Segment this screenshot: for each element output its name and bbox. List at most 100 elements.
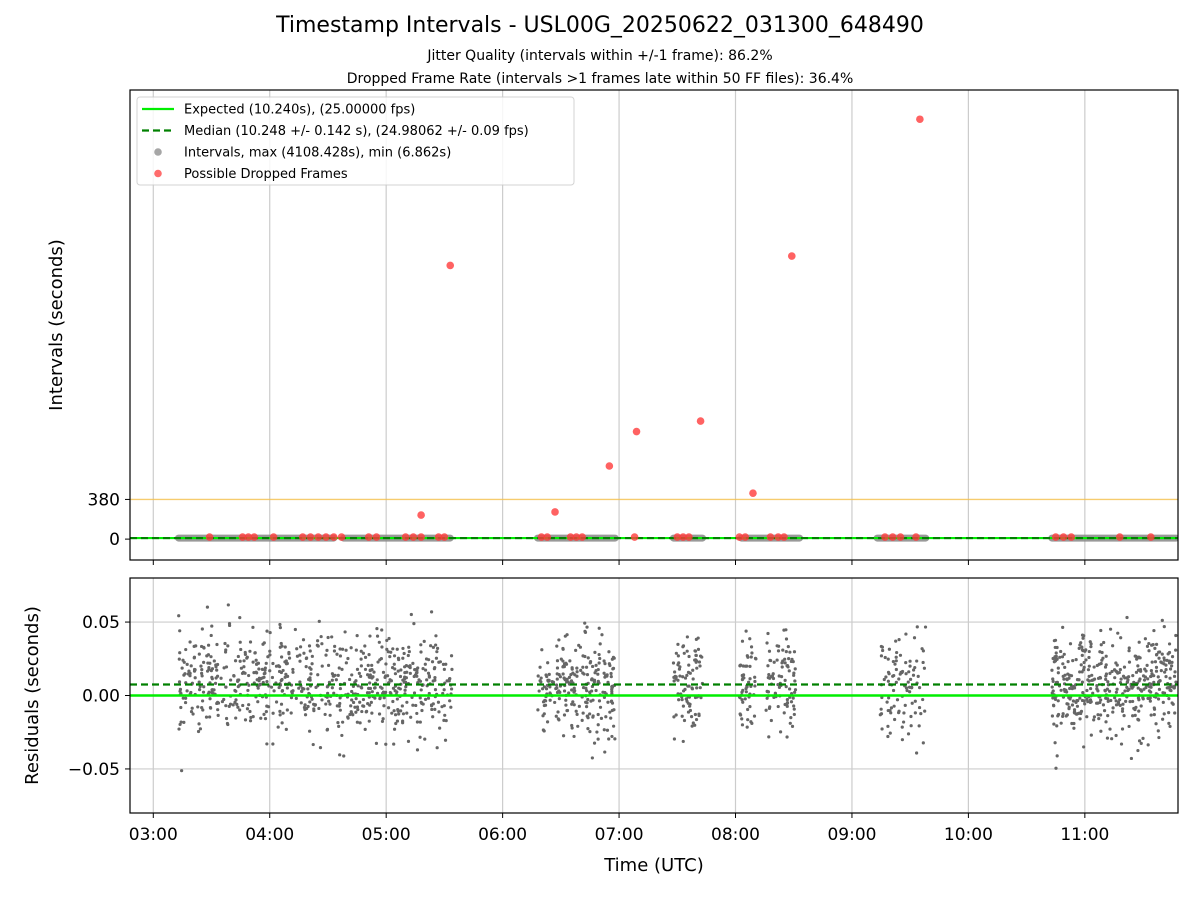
residual-point: [389, 679, 394, 683]
residual-point: [789, 700, 794, 704]
dropped-frame-point: [888, 533, 897, 541]
residual-point: [597, 652, 601, 657]
residual-point: [395, 647, 399, 651]
bottom-data-layer: [130, 603, 1178, 773]
residual-point: [740, 673, 744, 678]
residual-point: [358, 700, 362, 704]
residual-point: [610, 689, 614, 694]
residual-point: [349, 646, 353, 650]
residual-point: [402, 651, 406, 656]
residual-point: [435, 650, 439, 654]
residual-point: [435, 746, 439, 750]
residual-point: [423, 662, 427, 666]
residual-point: [611, 666, 616, 670]
residual-point: [263, 717, 268, 721]
residual-point: [681, 704, 686, 708]
dropped-frame-point: [329, 533, 338, 541]
residual-point: [1102, 709, 1107, 713]
residual-point: [886, 734, 890, 739]
residual-point: [1098, 675, 1102, 680]
residual-point: [673, 670, 677, 674]
residual-point: [188, 640, 192, 644]
residual-point: [603, 750, 607, 754]
residual-point: [575, 712, 579, 716]
residual-point: [784, 637, 789, 641]
residual-point: [1133, 654, 1137, 658]
residual-point: [278, 713, 282, 717]
residual-point: [1096, 689, 1100, 693]
residual-point: [895, 650, 899, 655]
residual-point: [593, 650, 597, 655]
residual-point: [420, 701, 424, 705]
residual-point: [771, 676, 776, 681]
dropped-frame-point: [787, 252, 796, 260]
residual-point: [190, 706, 194, 710]
residual-point: [887, 647, 891, 651]
residual-point: [177, 614, 181, 618]
residual-point: [238, 640, 242, 644]
residual-point: [906, 680, 910, 684]
residual-point: [748, 677, 752, 681]
residual-point: [1118, 698, 1122, 702]
residual-point: [399, 709, 403, 713]
residual-point: [1101, 703, 1106, 707]
x-tick-label: 04:00: [245, 825, 294, 845]
residual-point: [1099, 729, 1103, 733]
residual-point: [607, 650, 611, 654]
residual-point: [913, 665, 917, 670]
residual-point: [1056, 699, 1060, 703]
residual-point: [1078, 717, 1082, 721]
residual-point: [780, 665, 784, 669]
residual-point: [304, 665, 308, 669]
residual-point: [386, 650, 390, 654]
residual-point: [289, 696, 294, 700]
residual-point: [674, 713, 678, 717]
residual-point: [1137, 739, 1142, 743]
dropped-frame-point: [238, 533, 247, 541]
residual-point: [1075, 704, 1080, 708]
residual-point: [561, 659, 565, 663]
residual-point: [1110, 669, 1114, 674]
residual-point: [1051, 677, 1055, 681]
residual-point: [555, 659, 560, 663]
residual-point: [224, 665, 229, 669]
residual-point: [606, 680, 610, 684]
dropped-frame-point: [1059, 533, 1068, 541]
residual-point: [572, 686, 576, 690]
residual-point: [278, 626, 282, 630]
residual-point: [699, 696, 703, 700]
residual-point: [1082, 668, 1086, 672]
residual-point: [682, 651, 686, 655]
residual-point: [1127, 660, 1132, 664]
residual-point: [1089, 642, 1093, 646]
residual-point: [897, 710, 901, 715]
residual-point: [307, 644, 312, 648]
residual-point: [695, 686, 699, 690]
residual-point: [923, 709, 927, 713]
residual-point: [407, 645, 411, 649]
residual-point: [677, 698, 681, 702]
residual-point: [1111, 644, 1115, 648]
residual-point: [886, 724, 890, 728]
residual-point: [792, 650, 797, 654]
residual-point: [1114, 661, 1118, 665]
residual-point: [395, 690, 399, 694]
residual-point: [543, 699, 548, 703]
dropped-frame-point: [417, 533, 425, 541]
residual-point: [346, 716, 350, 720]
residual-point: [421, 667, 425, 671]
dropped-frame-point: [749, 489, 757, 497]
residual-point: [586, 727, 590, 731]
residual-point: [750, 721, 754, 725]
residual-point: [583, 630, 588, 634]
residual-point: [596, 737, 600, 741]
residual-point: [334, 678, 338, 682]
residual-point: [407, 649, 411, 654]
residual-point: [324, 702, 328, 706]
legend: Expected (10.240s), (25.00000 fps) Median…: [136, 96, 575, 186]
residual-point: [1113, 696, 1117, 700]
residual-point: [913, 711, 917, 715]
residual-point: [411, 661, 415, 665]
residual-point: [1164, 668, 1168, 672]
residual-point: [576, 724, 580, 728]
